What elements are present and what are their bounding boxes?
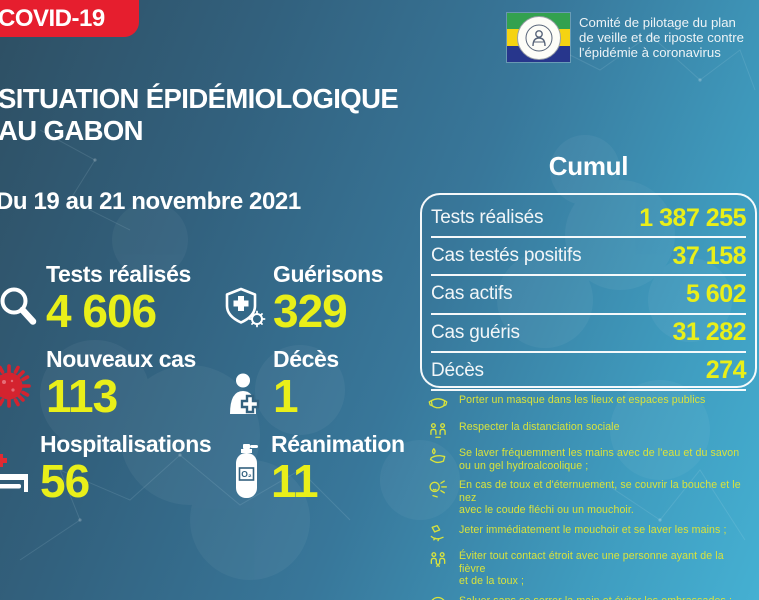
stat-deces: Décès 1: [227, 346, 339, 422]
magnifier-icon: [0, 287, 37, 326]
row-label: Cas guéris: [431, 321, 520, 343]
gabon-seal-icon: [516, 15, 561, 60]
distancing-icon: [430, 422, 446, 438]
stat-tests-realises: Tests réalisés 4 606: [0, 261, 191, 337]
stat-value: 56: [40, 455, 90, 507]
stat-value: 4 606: [46, 285, 157, 337]
list-item: Jeter immédiatement le mouchoir et se la…: [428, 524, 750, 544]
stat-label: Décès: [273, 346, 339, 372]
shield-cross-virus-icon: [225, 288, 266, 328]
page-title-line1: SITUATION ÉPIDÉMIOLOGIQUE: [0, 83, 399, 114]
covid19-banner-label: COVID-19: [0, 4, 105, 32]
list-item: Se laver fréquemment les mains avec de l…: [428, 447, 750, 472]
table-row: Décès 274: [431, 353, 747, 391]
row-value: 274: [705, 356, 747, 385]
stat-nouveaux-cas: Nouveaux cas 113: [0, 346, 196, 422]
list-item: Porter un masque dans les lieux et espac…: [428, 394, 750, 414]
svg-text:O₂: O₂: [241, 469, 252, 479]
mask-icon: [428, 398, 448, 409]
gabon-flag-logo: [507, 13, 570, 62]
row-value: 37 158: [672, 241, 747, 270]
cough-elbow-icon: [429, 480, 447, 498]
stat-value: 329: [273, 285, 348, 337]
committee-name: Comité de pilotage du plan de veille et …: [579, 15, 744, 60]
stat-value: 113: [46, 370, 118, 422]
cumul-table: Tests réalisés 1 387 255 Cas testés posi…: [420, 193, 757, 391]
list-item: Saluer sans se serrer la main et éviter …: [428, 595, 750, 600]
table-row: Cas actifs 5 602: [431, 276, 747, 315]
cumul-heading: Cumul: [548, 151, 629, 181]
committee-name-line2: de veille et de riposte contre: [579, 29, 744, 45]
guideline-text: Saluer sans se serrer la main et éviter …: [459, 595, 732, 600]
table-row: Cas testés positifs 37 158: [431, 238, 747, 277]
row-label: Tests réalisés: [431, 207, 544, 229]
stat-label: Hospitalisations: [40, 431, 212, 457]
tissue-icon: [430, 524, 444, 541]
handwash-icon: [429, 448, 446, 464]
committee-name-line1: Comité de pilotage du plan: [579, 14, 736, 30]
committee-name-line3: l'épidémie à coronavirus: [579, 45, 721, 61]
page-title-line2: AU GABON: [0, 115, 144, 147]
avoid-contact-icon: [430, 552, 446, 567]
stat-label: Nouveaux cas: [46, 346, 196, 372]
stat-reanimation: O₂ Réanimation 11: [231, 431, 405, 507]
guideline-text: Se laver fréquemment les mains avec de l…: [459, 447, 740, 472]
stat-value: 1: [273, 370, 299, 422]
no-handshake-icon: [431, 596, 445, 600]
page-title: SITUATION ÉPIDÉMIOLOGIQUE AU GABON: [0, 83, 399, 147]
list-item: Éviter tout contact étroit avec une pers…: [428, 550, 750, 588]
row-label: Cas testés positifs: [431, 245, 582, 267]
guideline-text: Respecter la distanciation sociale: [459, 420, 620, 433]
hospital-bed-icon: [0, 454, 28, 493]
stat-value: 11: [271, 455, 319, 507]
stat-label: Tests réalisés: [46, 261, 191, 287]
stat-guerisons: Guérisons 329: [222, 261, 384, 337]
virus-icon: [0, 364, 31, 409]
guideline-text: Porter un masque dans les lieux et espac…: [459, 394, 706, 406]
reporting-period: Du 19 au 21 novembre 2021: [0, 188, 301, 215]
row-label: Cas actifs: [431, 283, 513, 305]
stat-hospitalisations: Hospitalisations 56: [0, 431, 212, 507]
row-value: 1 387 255: [639, 203, 746, 232]
oxygen-tank-icon: O₂: [236, 444, 258, 499]
stat-label: Guérisons: [273, 261, 384, 287]
guideline-text: Jeter immédiatement le mouchoir et se la…: [459, 523, 727, 536]
committee-logo-block: Comité de pilotage du plan de veille et …: [507, 13, 744, 62]
table-row: Tests réalisés 1 387 255: [431, 200, 746, 239]
row-value: 31 282: [672, 318, 747, 347]
row-label: Décès: [431, 359, 484, 381]
guideline-text: En cas de toux et d'éternuement, se couv…: [459, 478, 741, 517]
stat-label: Réanimation: [271, 431, 405, 457]
table-row: Cas guéris 31 282: [431, 315, 747, 353]
prevention-guidelines: Porter un masque dans les lieux et espac…: [428, 394, 750, 600]
list-item: Respecter la distanciation sociale: [428, 421, 750, 441]
person-cross-icon: [230, 373, 260, 415]
covid19-banner: COVID-19: [0, 0, 139, 37]
list-item: En cas de toux et d'éternuement, se couv…: [428, 479, 750, 517]
guideline-text: Éviter tout contact étroit avec une pers…: [459, 550, 724, 588]
row-value: 5 602: [685, 279, 747, 308]
